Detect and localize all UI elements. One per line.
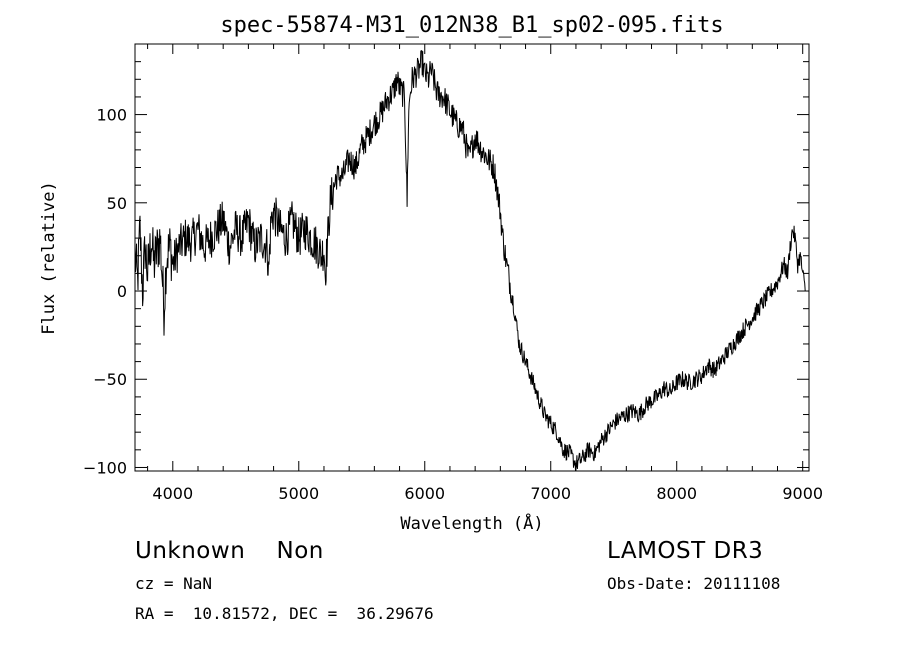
- flux-series-line: [134, 50, 806, 471]
- cz-text: cz = NaN: [135, 574, 213, 593]
- y-tick-label: 100: [96, 106, 127, 125]
- y-axis-label: Flux (relative): [39, 181, 59, 335]
- y-tick-label: −50: [93, 370, 127, 389]
- chart-title: spec-55874-M31_012N38_B1_sp02-095.fits: [220, 13, 723, 38]
- y-tick-label: 0: [117, 282, 127, 301]
- x-tick-label: 6000: [404, 484, 445, 503]
- x-tick-label: 7000: [530, 484, 571, 503]
- y-tick-label: −100: [83, 458, 127, 477]
- coordinates-text: RA = 10.81572, DEC = 36.29676: [135, 604, 434, 623]
- classification-text: Unknown Non: [135, 538, 324, 564]
- x-tick-label: 4000: [152, 484, 193, 503]
- x-tick-label: 8000: [656, 484, 697, 503]
- plot-frame: [134, 43, 810, 472]
- y-tick-label: 50: [107, 194, 127, 213]
- obs-date-text: Obs-Date: 20111108: [607, 574, 781, 593]
- x-tick-label: 5000: [278, 484, 319, 503]
- axis-ticks: [135, 43, 809, 471]
- x-axis-label: Wavelength (Å): [400, 512, 543, 534]
- tick-labels: 4000 5000 6000 7000 8000 9000 −100 −50 0 50 100: [83, 106, 823, 503]
- x-tick-label: 9000: [782, 484, 823, 503]
- survey-label: LAMOST DR3: [607, 538, 764, 564]
